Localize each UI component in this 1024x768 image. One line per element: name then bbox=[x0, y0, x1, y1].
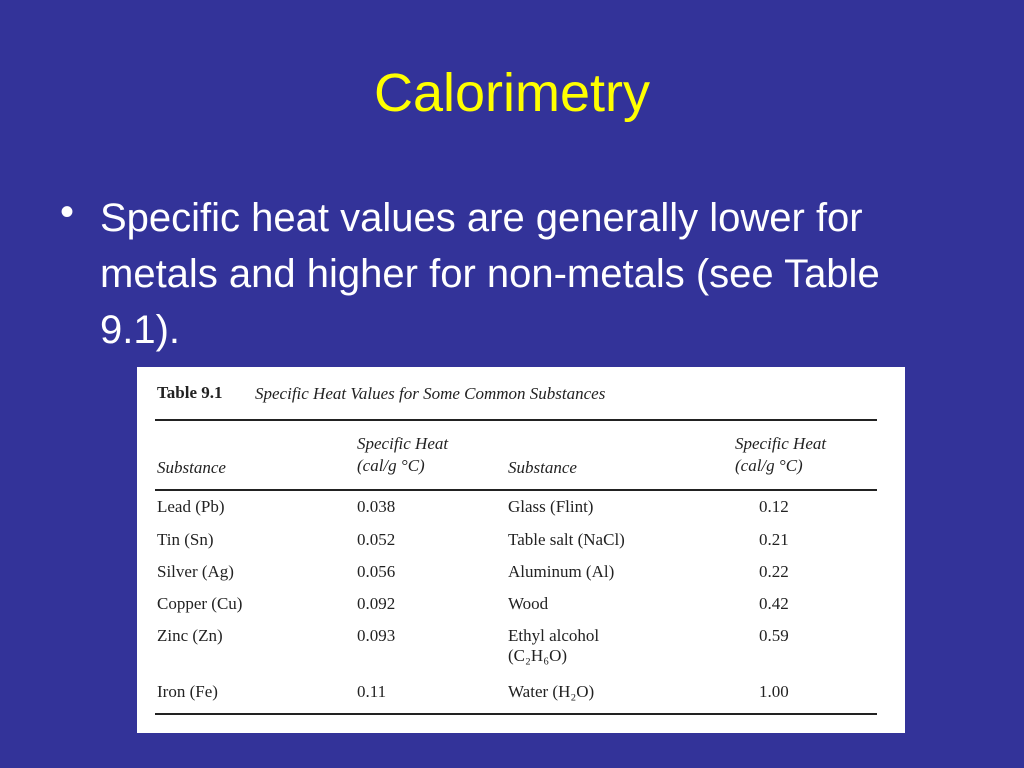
column-header: Specific Heat bbox=[357, 434, 449, 453]
cell-substance: Lead (Pb) bbox=[157, 497, 225, 516]
cell-substance: Copper (Cu) bbox=[157, 594, 243, 613]
cell-value: 0.12 bbox=[759, 497, 789, 516]
cell-substance: Silver (Ag) bbox=[157, 562, 234, 581]
cell-substance: Wood bbox=[508, 594, 549, 613]
cell-value: 0.056 bbox=[357, 562, 396, 581]
cell-substance: Table salt (NaCl) bbox=[508, 530, 625, 549]
column-header: Specific Heat bbox=[735, 434, 827, 453]
rule bbox=[155, 489, 877, 491]
cell-substance: Ethyl alcohol (C₂H₆O) bbox=[508, 626, 600, 665]
cell-value: 1.00 bbox=[759, 682, 789, 701]
table-caption: Specific Heat Values for Some Common Sub… bbox=[255, 384, 606, 403]
cell-substance: Glass (Flint) bbox=[508, 497, 594, 516]
cell-value: 0.42 bbox=[759, 594, 789, 613]
bullet-text: Specific heat values are generally lower… bbox=[100, 196, 880, 352]
table-label: Table 9.1 bbox=[157, 383, 223, 402]
cell-value: 0.093 bbox=[357, 626, 396, 645]
cell-substance: Aluminum (Al) bbox=[508, 562, 615, 581]
cell-substance: Water (H₂O) bbox=[508, 682, 595, 701]
slide-title: Calorimetry bbox=[373, 63, 651, 123]
column-unit: (cal/g °C) bbox=[357, 456, 425, 475]
rule bbox=[155, 713, 877, 715]
column-header: Substance bbox=[508, 458, 577, 477]
cell-value: 0.21 bbox=[759, 530, 789, 549]
cell-value: 0.11 bbox=[357, 682, 387, 701]
cell-substance: Iron (Fe) bbox=[157, 682, 218, 701]
cell-value: 0.038 bbox=[357, 497, 396, 516]
cell-value: 0.22 bbox=[759, 562, 789, 581]
column-header: Substance bbox=[157, 458, 226, 477]
cell-value: 0.052 bbox=[357, 530, 396, 549]
table: Table 9.1 Specific Heat Values for Some … bbox=[137, 367, 905, 733]
cell-value: 0.59 bbox=[759, 626, 789, 645]
cell-substance: Zinc (Zn) bbox=[157, 626, 223, 645]
column-unit: (cal/g °C) bbox=[735, 456, 803, 475]
cell-substance: Tin (Sn) bbox=[157, 530, 214, 549]
cell-value: 0.092 bbox=[357, 594, 396, 613]
bullet-marker: • bbox=[60, 190, 75, 234]
rule bbox=[155, 419, 877, 421]
